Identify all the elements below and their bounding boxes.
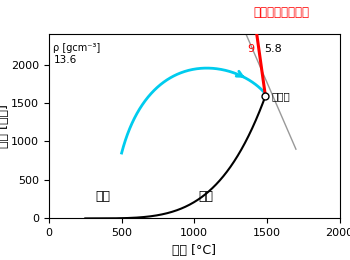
Text: 9: 9 xyxy=(247,44,254,54)
Text: 5.8: 5.8 xyxy=(264,44,281,54)
Text: 液体: 液体 xyxy=(95,190,110,203)
Text: 13.6: 13.6 xyxy=(53,55,77,65)
Text: 臨界点: 臨界点 xyxy=(271,91,290,101)
Text: 気体: 気体 xyxy=(198,190,214,203)
Text: ρ [gcm⁻³]: ρ [gcm⁻³] xyxy=(53,43,100,53)
Y-axis label: 圧力 [気圧]: 圧力 [気圧] xyxy=(0,104,10,148)
Text: 金属ー絶縁体転移: 金属ー絶縁体転移 xyxy=(253,6,309,19)
X-axis label: 温度 [°C]: 温度 [°C] xyxy=(172,244,216,257)
